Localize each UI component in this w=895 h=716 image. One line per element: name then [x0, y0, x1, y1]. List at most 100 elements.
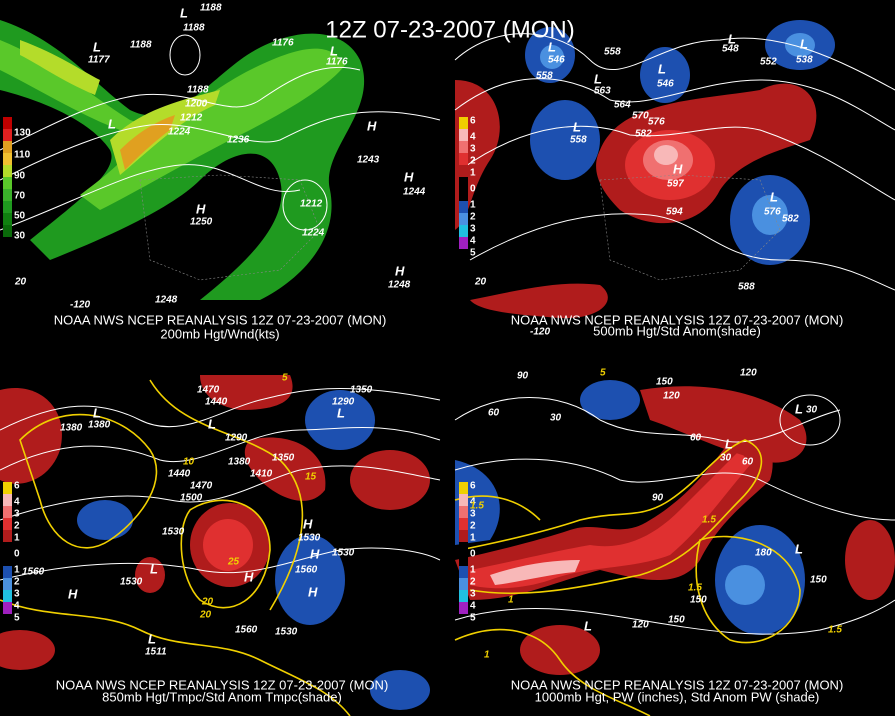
- colorbar-label: 3: [470, 144, 476, 155]
- label: 1224: [168, 127, 191, 138]
- label: L: [93, 39, 101, 54]
- label: 1.5: [688, 583, 702, 594]
- label: 548: [722, 44, 739, 55]
- label: 1188: [200, 3, 222, 14]
- colorbar-label: 3: [14, 509, 20, 520]
- label: L: [180, 5, 188, 20]
- label: 150: [810, 575, 827, 586]
- label: L: [770, 189, 778, 204]
- colorbar-label: 3: [14, 589, 20, 600]
- colorbar-label: 6: [470, 116, 476, 127]
- label: 1290: [332, 397, 355, 408]
- label: 582: [635, 129, 652, 140]
- label: 1224: [302, 228, 325, 239]
- label: 60: [742, 457, 754, 468]
- colorbar: [459, 117, 468, 249]
- colorbar-label: 4: [470, 497, 476, 508]
- label: 1380: [228, 457, 251, 468]
- colorbar-label: 30: [14, 231, 26, 242]
- pw-contour: [454, 628, 651, 716]
- label: H: [68, 586, 78, 601]
- temp-contour: [149, 379, 304, 611]
- label: 1530: [162, 527, 185, 538]
- label: 594: [666, 207, 683, 218]
- panel-500mb: 6 4 3 2 1 0 1 2 3 4 5 L 546 558 558 L 56…: [454, 20, 895, 338]
- colorbar-label: 6: [14, 481, 20, 492]
- label: 1530: [298, 533, 321, 544]
- label: 1560: [22, 567, 45, 578]
- colorbar-labels: 6 4 3 2 1 0 1 2 3 4 5: [470, 481, 476, 624]
- panel-1000mb: 6 4 3 2 1 0 1 2 3 4 5 90 60 30 5 150 120…: [454, 368, 895, 716]
- label: 1440: [168, 469, 191, 480]
- contour: [0, 66, 361, 151]
- colorbar-label: 1: [14, 565, 20, 576]
- label: H: [395, 263, 405, 278]
- label: 90: [652, 493, 664, 504]
- temp-contour: [19, 413, 158, 549]
- label: 1470: [197, 385, 220, 396]
- label: H: [303, 516, 313, 531]
- label: 150: [656, 377, 673, 388]
- label: 564: [614, 100, 631, 111]
- label: 20: [14, 277, 27, 288]
- label: 570: [632, 111, 649, 122]
- label: 1243: [357, 155, 380, 166]
- label: 1236: [227, 135, 250, 146]
- colorbar: [459, 482, 468, 614]
- colorbar-label: 4: [14, 497, 20, 508]
- label: 5: [282, 373, 288, 384]
- label: 1380: [60, 423, 83, 434]
- label: 552: [760, 57, 777, 68]
- label: H: [367, 118, 377, 133]
- subcaption: 200mb Hgt/Wnd(kts): [160, 326, 279, 341]
- colorbar-label: 1: [470, 565, 476, 576]
- label: 1530: [332, 548, 355, 559]
- contour: [0, 111, 441, 181]
- colorbar-label: 5: [470, 248, 476, 259]
- label: 546: [657, 79, 674, 90]
- colorbar-label: 130: [14, 128, 31, 139]
- label: 1250: [190, 217, 213, 228]
- label: L: [108, 116, 116, 131]
- contour: [0, 427, 441, 471]
- label: 25: [227, 557, 240, 568]
- label: 1248: [155, 295, 178, 306]
- contour: [0, 387, 441, 431]
- colorbar-label: 90: [14, 171, 26, 182]
- colorbar-label: 4: [470, 601, 476, 612]
- label: -120: [70, 300, 90, 311]
- contour-labels: 1188 L 1188 L 1177 1188 1176 L 1176 1200…: [14, 3, 426, 311]
- label: 558: [570, 135, 587, 146]
- colorbar-label: 0: [470, 184, 476, 195]
- colorbar-label: 2: [14, 521, 20, 532]
- label: 558: [604, 47, 621, 58]
- colorbar-label: 70: [14, 191, 26, 202]
- label: 1470: [190, 481, 213, 492]
- caption: NOAA NWS NCEP REANALYSIS 12Z 07-23-2007 …: [511, 677, 844, 692]
- colorbar: [3, 117, 12, 237]
- colorbar-labels: 6 4 3 2 1 0 1 2 3 4 5: [14, 481, 20, 624]
- label: L: [594, 71, 602, 86]
- label: 1: [508, 595, 514, 606]
- contour: [0, 164, 301, 231]
- map-outline: [599, 174, 781, 281]
- colorbar-label: 4: [470, 132, 476, 143]
- contour: [454, 599, 895, 635]
- colorbar-label: 5: [470, 613, 476, 624]
- label: 546: [548, 55, 565, 66]
- label: 1380: [88, 420, 111, 431]
- label: 1188: [183, 23, 205, 34]
- label: 20: [474, 277, 487, 288]
- colorbar-label: 1: [470, 200, 476, 211]
- label: L: [337, 405, 345, 420]
- map-outline: [139, 174, 321, 281]
- label: 10: [183, 457, 195, 468]
- temp-contour: [180, 499, 271, 609]
- label: 120: [663, 391, 680, 402]
- colorbar-label: 0: [14, 549, 20, 560]
- label: 582: [782, 214, 799, 225]
- colorbar-label: 3: [470, 224, 476, 235]
- label: 5: [600, 368, 606, 379]
- label: L: [150, 561, 158, 576]
- label: 90: [517, 371, 529, 382]
